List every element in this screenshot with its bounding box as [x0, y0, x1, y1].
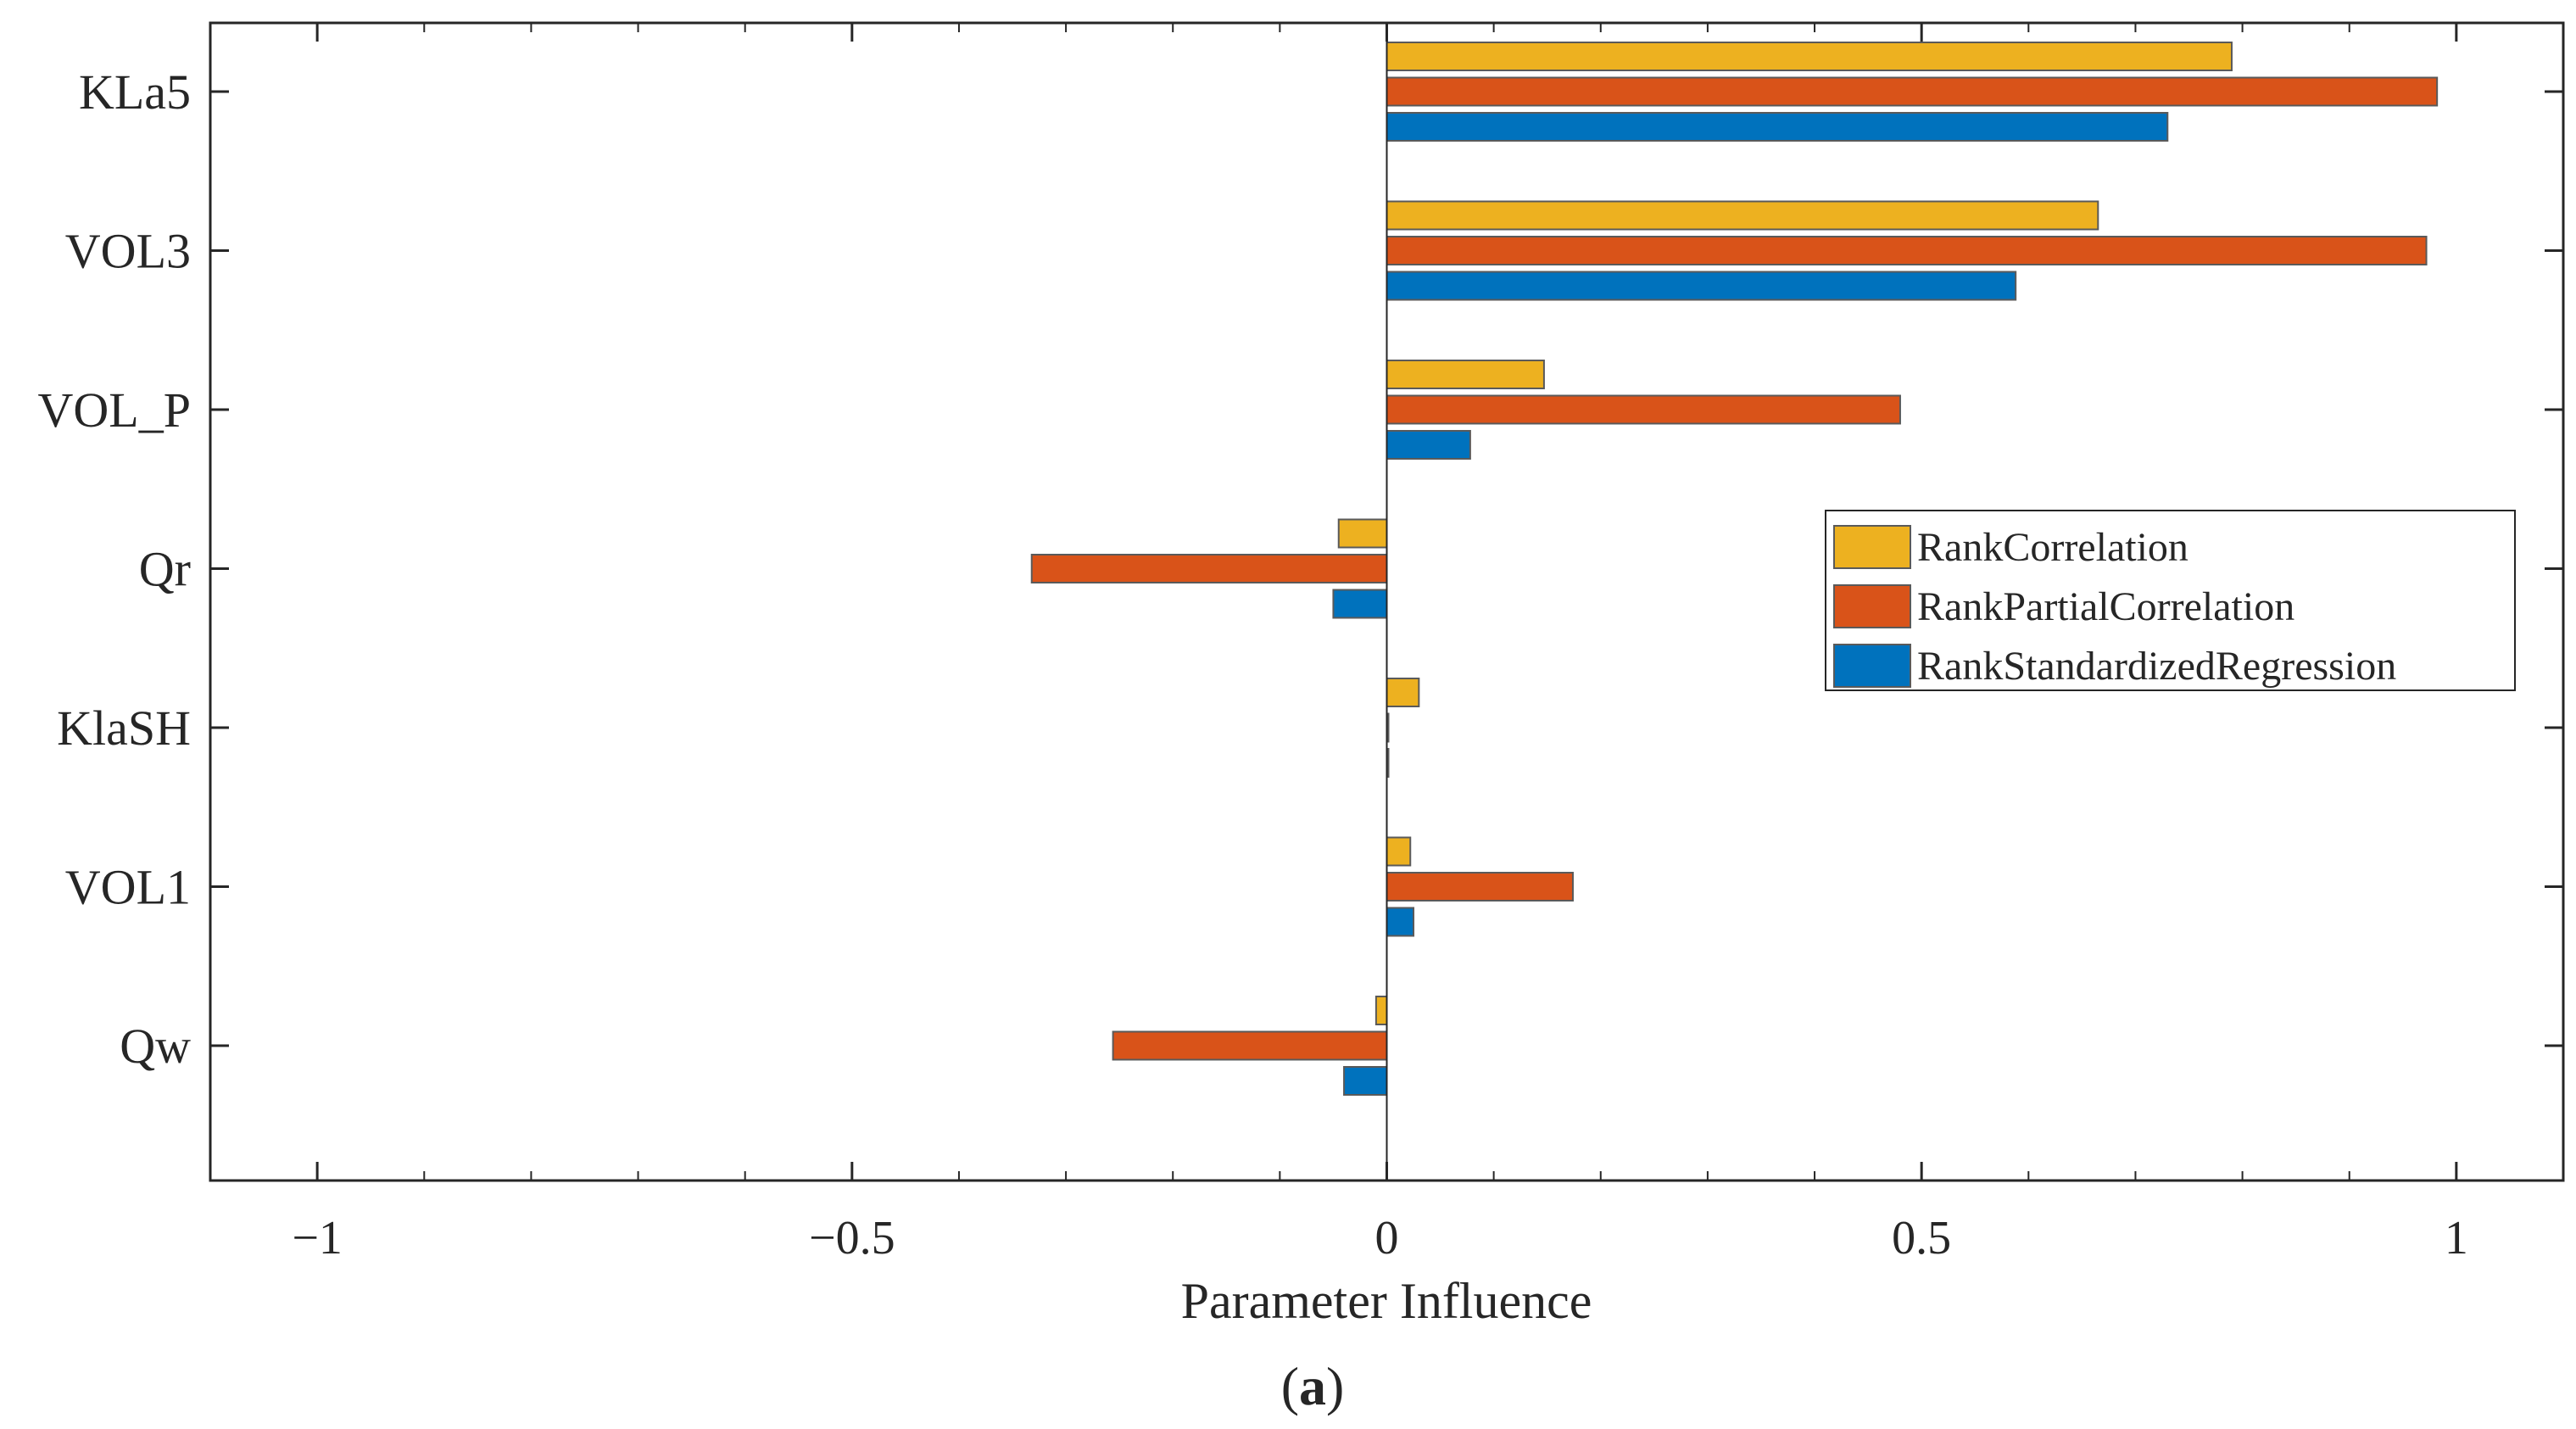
bar-vol1-rankcorrelation [1386, 836, 1412, 867]
bar-kla5-rankstandardizedregression [1386, 112, 2169, 142]
category-label-vol1: VOL1 [65, 860, 191, 915]
legend-label-rankpartialcorrelation: RankPartialCorrelation [1917, 584, 2294, 629]
x-tick-label: −0.5 [809, 1212, 895, 1264]
bar-qr-rankstandardizedregression [1332, 589, 1388, 619]
category-label-vol3: VOL3 [65, 224, 191, 279]
legend-swatch-rankpartialcorrelation [1833, 584, 1911, 628]
bar-vol1-rankpartialcorrelation [1386, 872, 1574, 901]
bar-qw-rankpartialcorrelation [1112, 1030, 1388, 1061]
x-tick-labels-group: −1 −0.5 0 0.5 1 [292, 1212, 2468, 1264]
bar-kla5-rankcorrelation [1386, 42, 2233, 71]
bar-qr-rankcorrelation [1337, 518, 1388, 549]
category-label-klash: KlaSH [57, 701, 191, 756]
x-tick-label: −1 [292, 1212, 343, 1264]
bar-vol3-rankcorrelation [1386, 200, 2099, 231]
bar-vol3-rankpartialcorrelation [1386, 236, 2428, 265]
category-labels-group: KLa5 VOL3 VOL_P Qr KlaSH VOL1 Qw [38, 64, 192, 1074]
figure-caption: (a) [1281, 1356, 1345, 1416]
legend: RankCorrelation RankPartialCorrelation Ran… [1825, 510, 2516, 691]
bar-vol-p-rankstandardizedregression [1386, 430, 1471, 460]
legend-box [1825, 510, 2516, 691]
legend-swatch-rankcorrelation [1833, 525, 1911, 569]
bar-qw-rankcorrelation [1374, 996, 1388, 1025]
bar-klash-rankcorrelation [1386, 678, 1420, 707]
x-tick-label: 0 [1375, 1212, 1399, 1264]
category-label-qr: Qr [139, 542, 191, 597]
bar-vol-p-rankcorrelation [1386, 360, 1545, 389]
category-label-qw: Qw [120, 1019, 191, 1074]
x-tick-label: 0.5 [1892, 1212, 1951, 1264]
category-label-kla5: KLa5 [79, 64, 191, 120]
bar-vol3-rankstandardizedregression [1386, 271, 2017, 301]
legend-swatch-rankstandardizedregression [1833, 644, 1911, 688]
bar-qw-rankstandardizedregression [1343, 1066, 1388, 1096]
bar-kla5-rankpartialcorrelation [1386, 76, 2439, 107]
bar-qr-rankpartialcorrelation [1030, 554, 1388, 583]
bar-vol1-rankstandardizedregression [1386, 907, 1415, 937]
ticks-group [210, 23, 2563, 1181]
legend-label-rankstandardizedregression: RankStandardizedRegression [1917, 644, 2396, 689]
legend-label-rankcorrelation: RankCorrelation [1917, 525, 2188, 570]
x-axis-title: Parameter Influence [1181, 1273, 1592, 1329]
bar-vol-p-rankpartialcorrelation [1386, 394, 1901, 425]
x-tick-label: 1 [2445, 1212, 2468, 1264]
category-label-vol-p: VOL_P [38, 382, 191, 438]
caption-letter: a [1299, 1356, 1326, 1416]
bars-group [1030, 42, 2439, 1096]
